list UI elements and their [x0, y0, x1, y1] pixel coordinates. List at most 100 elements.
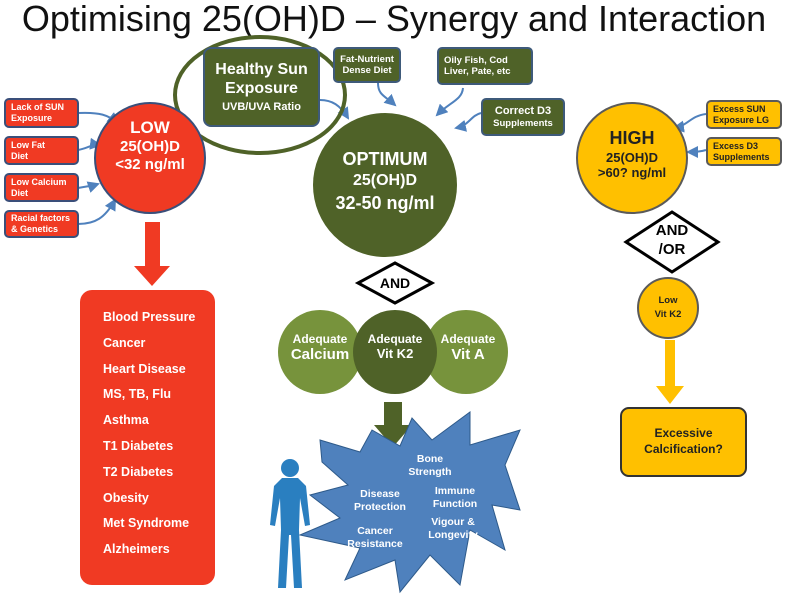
calcification-label: Excessive Calcification? [621, 425, 746, 457]
green-down-arrow [374, 402, 412, 447]
label: Low [658, 295, 678, 306]
label: Supplements [713, 151, 770, 162]
label: Bone [416, 453, 444, 465]
optimum-label: OPTIMUM 25(OH)D 32-50 ng/ml [320, 148, 450, 216]
label: OPTIMUM [342, 149, 428, 169]
label: Adequate [367, 332, 423, 346]
cause-box: Lack of SUN Exposure [4, 98, 79, 128]
calcium-label: Adequate Calcium [282, 332, 358, 364]
and-diamond [354, 261, 436, 305]
label: Calcification? [644, 442, 723, 457]
label: 25(OH)D [352, 172, 417, 190]
high-circle [576, 102, 688, 214]
benefit-vigour: Vigour & Longevity [418, 516, 488, 541]
outcome: Asthma [103, 413, 149, 428]
label: Low Fat [11, 139, 45, 150]
cause-box: Low Fat Diet [4, 136, 79, 165]
outcome: Alzheimers [103, 542, 170, 557]
label: Excess SUN [713, 103, 766, 114]
page-title: Optimising 25(OH)D – Synergy and Interac… [21, 0, 767, 39]
label: Vit K2 [654, 309, 682, 321]
label: Liver, Pate, etc [444, 66, 511, 77]
label: Vit K2 [376, 346, 414, 362]
outcome: Blood Pressure [103, 310, 196, 324]
high-cause-box: Excess SUN Exposure LG [706, 100, 782, 129]
label: Low Calcium [11, 176, 67, 187]
label: 25(OH)D [119, 138, 180, 156]
healthy-sun-box: Healthy Sun Exposure UVB/UVA Ratio [203, 47, 320, 127]
benefit-cancer: Cancer Resistance [340, 525, 410, 550]
sun-highlight-ellipse [173, 35, 347, 155]
label: Strength [408, 465, 452, 478]
label: 25(OH)D [605, 149, 658, 165]
label: Dense Diet [342, 65, 392, 76]
label: Adequate [292, 332, 348, 346]
label: Lack of SUN [11, 102, 65, 113]
benefit-immune: Immune Function [420, 485, 490, 510]
outcome: Cancer [103, 335, 146, 350]
low-k2-label: Low Vit K2 [638, 294, 698, 323]
label: Cancer [357, 525, 393, 537]
label: Vigour & [431, 516, 475, 528]
label: Adequate [440, 332, 496, 346]
vita-circle [424, 310, 508, 394]
oily-fish-box: Oily Fish, Cod Liver, Pate, etc [437, 47, 533, 85]
and-label: AND [379, 275, 411, 291]
andor-label: AND/OR [642, 222, 702, 260]
low-label: LOW 25(OH)D <32 ng/ml [95, 118, 205, 174]
label: Protection [354, 500, 406, 513]
label: Excess D3 [713, 140, 759, 151]
label: Exposure LG [713, 114, 770, 125]
connector-arrows [77, 82, 707, 225]
high-cause-box: Excess D3 Supplements [706, 137, 782, 166]
fat-nutrient-box: Fat-Nutrient Dense Diet [333, 47, 401, 83]
outcome: T1 Diabetes [103, 438, 174, 453]
sun-line2: Exposure [225, 79, 298, 97]
low-k2-circle [637, 277, 699, 339]
outcome: MS, TB, Flu [103, 387, 172, 402]
benefits-starburst [298, 411, 521, 594]
vitk2-circle [353, 310, 437, 394]
low-outcomes-box [80, 290, 215, 585]
calcium-circle [278, 310, 362, 394]
label: Immune [434, 485, 476, 497]
label: HIGH [609, 128, 655, 148]
label: Excessive [654, 426, 713, 440]
label: Calcium [290, 346, 350, 364]
label: Oily Fish, Cod [444, 54, 508, 66]
label: 32-50 ng/ml [335, 193, 435, 214]
vita-label: Adequate Vit A [430, 332, 506, 364]
label: Exposure [11, 113, 53, 123]
label: <32 ng/ml [115, 156, 185, 174]
benefit-disease: Disease Protection [345, 488, 415, 513]
optimum-circle [313, 113, 457, 257]
label: Correct D3 [494, 104, 552, 117]
label: Vit A [451, 346, 485, 364]
sun-line3: UVB/UVA Ratio [222, 101, 301, 114]
label: Diet [11, 150, 29, 161]
outcome: Met Syndrome [103, 516, 190, 531]
outcome: Obesity [103, 490, 149, 505]
label: Racial factors [11, 213, 71, 224]
outcome: T2 Diabetes [103, 464, 174, 479]
label: /OR [658, 240, 686, 258]
label: Disease [360, 488, 400, 500]
label: & Genetics [11, 224, 59, 234]
label: Resistance [347, 537, 403, 550]
andor-diamond [623, 210, 721, 274]
label: Fat-Nutrient [340, 53, 394, 65]
vitk2-label: Adequate Vit K2 [357, 332, 433, 362]
benefit-bone: Bone Strength [395, 453, 465, 478]
red-down-arrow [134, 222, 170, 286]
outcome: Heart Disease [103, 361, 186, 376]
yellow-down-arrow [656, 340, 684, 404]
label: AND [655, 222, 689, 239]
human-figure [270, 459, 310, 588]
cause-box: Racial factors & Genetics [4, 210, 79, 238]
high-label: HIGH 25(OH)D >60? ng/ml [577, 128, 687, 181]
low-circle [94, 102, 206, 214]
label: Function [432, 497, 478, 510]
low-outcomes-list: Blood Pressure Cancer Heart Disease MS, … [103, 305, 195, 563]
label: LOW [130, 118, 170, 137]
sun-line1: Healthy Sun [215, 60, 308, 78]
